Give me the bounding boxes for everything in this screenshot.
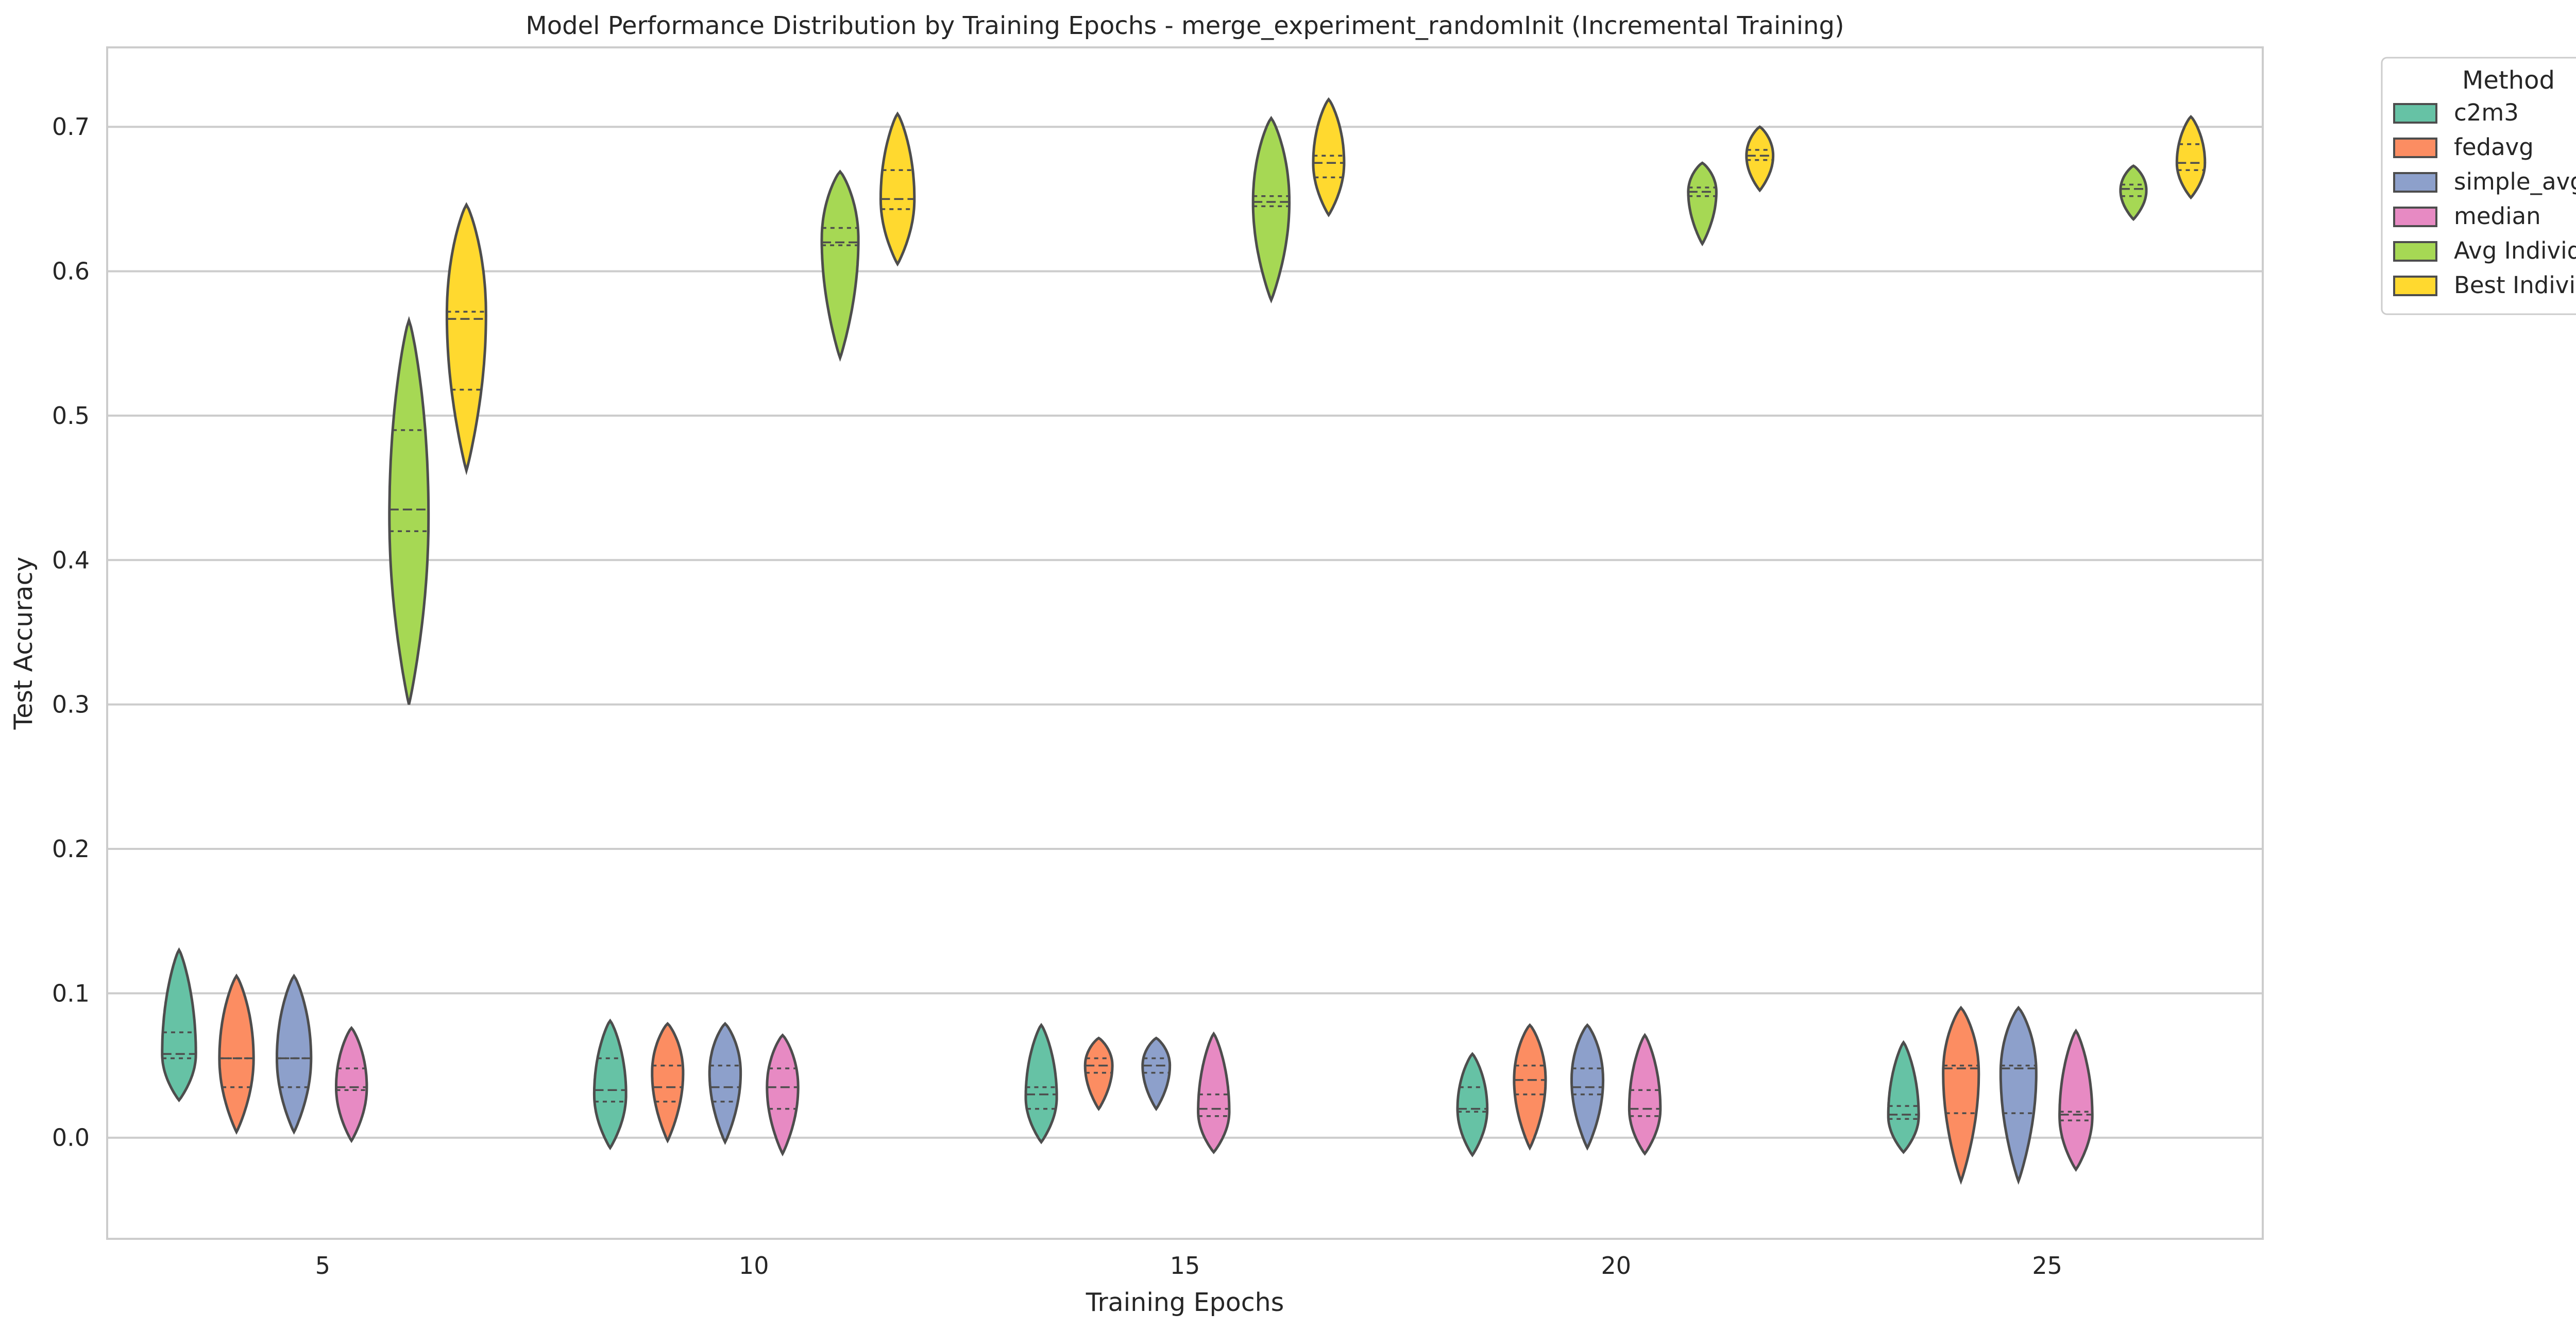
violin — [879, 111, 916, 267]
violins — [161, 97, 2207, 1185]
legend-label: fedavg — [2454, 133, 2534, 161]
violin — [708, 1021, 742, 1145]
violin — [1024, 1022, 1058, 1145]
y-tick-label: 0.6 — [52, 258, 90, 285]
violin — [1251, 115, 1291, 304]
plot-frame — [106, 46, 2264, 1240]
x-tick-labels: 5 10 15 20 25 — [315, 1252, 2062, 1280]
legend-swatch — [2393, 172, 2437, 193]
y-tick-label: 0.7 — [52, 113, 90, 141]
legend-label: Best Individual — [2454, 271, 2576, 299]
violin — [276, 974, 313, 1135]
legend-label: c2m3 — [2454, 99, 2519, 126]
y-tick-labels: 0.0 0.1 0.2 0.3 0.4 0.5 0.6 0.7 — [52, 113, 90, 1152]
violin — [1942, 1005, 1980, 1185]
violin — [445, 202, 487, 475]
violin — [218, 974, 255, 1135]
violin — [335, 1026, 368, 1144]
y-tick-label: 0.2 — [52, 835, 90, 863]
violin — [1687, 161, 1718, 247]
y-tick-label: 0.0 — [52, 1124, 90, 1152]
x-axis-label: Training Epochs — [1086, 1288, 1284, 1317]
legend-label: median — [2454, 202, 2541, 230]
legend-title: Method — [2462, 66, 2555, 95]
y-tick-label: 0.1 — [52, 979, 90, 1007]
legend-label: simple_avg — [2454, 168, 2576, 195]
violin — [1456, 1052, 1489, 1157]
violin — [1083, 1036, 1114, 1111]
violin — [1513, 1023, 1547, 1151]
violin — [651, 1021, 685, 1144]
legend-swatch — [2393, 103, 2437, 124]
y-tick-label: 0.4 — [52, 546, 90, 574]
violin — [766, 1033, 800, 1156]
violin — [388, 316, 430, 705]
y-tick-label: 0.5 — [52, 402, 90, 430]
violin — [1628, 1033, 1662, 1156]
x-tick-label: 20 — [1601, 1252, 1632, 1280]
x-tick-label: 5 — [315, 1252, 330, 1280]
violin — [2175, 115, 2207, 200]
x-tick-label: 25 — [2032, 1252, 2062, 1280]
violin — [2058, 1028, 2094, 1172]
legend-swatch — [2393, 207, 2437, 227]
violin — [1312, 97, 1346, 217]
violin — [1197, 1031, 1231, 1154]
chart-title: Model Performance Distribution by Traini… — [526, 11, 1844, 40]
legend-label: Avg Individual — [2454, 237, 2576, 264]
y-tick-label: 0.3 — [52, 691, 90, 719]
violin — [161, 947, 197, 1103]
violin — [1141, 1036, 1172, 1112]
y-axis-label: Test Accuracy — [9, 557, 38, 730]
legend-swatch — [2393, 276, 2437, 296]
legend-swatch — [2393, 138, 2437, 158]
violin — [2119, 164, 2148, 221]
x-tick-label: 15 — [1170, 1252, 1200, 1280]
violin — [820, 169, 860, 362]
violin — [1999, 1005, 2038, 1185]
legend-swatch — [2393, 241, 2437, 262]
violin — [1887, 1040, 1920, 1154]
violin — [592, 1018, 628, 1151]
grid-lines — [107, 126, 2263, 1139]
x-tick-label: 10 — [739, 1252, 769, 1280]
violin — [1745, 125, 1775, 193]
